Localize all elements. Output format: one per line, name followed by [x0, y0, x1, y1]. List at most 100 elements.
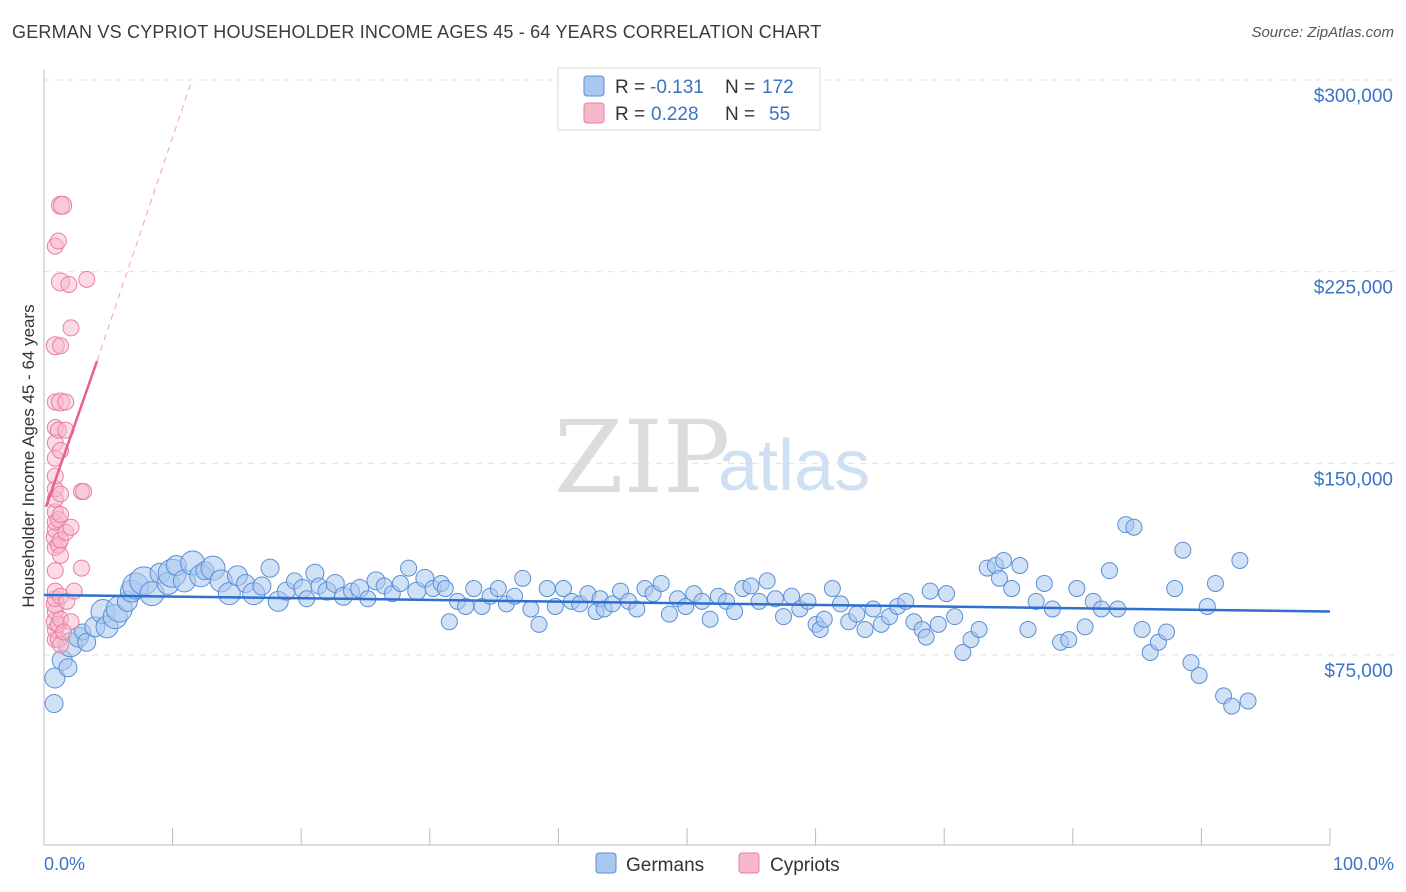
legend-german-n-value: 172 [762, 77, 794, 98]
german-point [1035, 574, 1053, 592]
legend-german-swatch [583, 75, 605, 97]
x-tick-label-right: 100.0% [1333, 854, 1394, 874]
german-point [1158, 623, 1176, 641]
german-point [864, 600, 882, 618]
cypriot-points [45, 195, 96, 654]
german-point [701, 610, 719, 628]
german-point [856, 620, 874, 638]
german-point [1027, 592, 1045, 610]
cypriot-point [62, 319, 80, 337]
german-point [58, 658, 78, 678]
legend-box: R = -0.131 N = 172 R = 0.228 N = 55 [557, 67, 821, 131]
german-point [1101, 562, 1118, 580]
legend-cypriot-n-value: 55 [769, 104, 790, 125]
german-point [1076, 618, 1094, 636]
cypriot-trend-line [44, 360, 99, 508]
german-point [1125, 518, 1143, 536]
german-point [554, 580, 572, 598]
german-point [946, 608, 964, 626]
y-axis-tick-labels: $75,000 $150,000 $225,000 $300,000 [1314, 86, 1393, 682]
german-point [440, 613, 458, 631]
german-point [1206, 574, 1224, 592]
chart-title: GERMAN VS CYPRIOT HOUSEHOLDER INCOME AGE… [12, 22, 822, 42]
german-point [514, 569, 532, 587]
german-point [995, 551, 1013, 569]
german-point [726, 603, 744, 621]
german-point [391, 574, 409, 592]
german-point [252, 576, 272, 596]
x-axis-ticks [43, 828, 1331, 845]
legend-cypriot-swatch [583, 102, 605, 124]
german-point [1133, 620, 1151, 638]
german-point [1231, 551, 1249, 569]
german-point [742, 577, 760, 595]
german-point [1060, 631, 1078, 649]
gridlines [44, 79, 1394, 656]
watermark: ZIP atlas [554, 399, 870, 516]
y-tick-label: $75,000 [1324, 661, 1393, 682]
german-point [260, 558, 280, 578]
german-point [1068, 580, 1086, 598]
y-axis-label: Householder Income Ages 45 - 64 years [19, 304, 38, 607]
german-point [766, 590, 784, 608]
cypriot-point [53, 195, 73, 215]
german-point [1011, 557, 1029, 575]
cypriot-point [46, 562, 64, 580]
source-label: Source: ZipAtlas.com [1251, 24, 1394, 41]
cypriot-point [65, 582, 83, 600]
german-point [400, 559, 418, 577]
cypriot-point [49, 232, 67, 250]
german-point [1239, 692, 1257, 710]
german-point [1182, 654, 1200, 672]
german-point [938, 585, 955, 603]
watermark-zip: ZIP [554, 399, 730, 516]
cypriot-point [78, 270, 96, 288]
german-point [44, 667, 66, 689]
cypriot-point [60, 275, 78, 293]
bottom-legend-cypriot-swatch [738, 852, 760, 874]
y-tick-label: $225,000 [1314, 278, 1393, 299]
german-point [530, 615, 548, 633]
bottom-legend-cypriot-label: Cypriots [770, 855, 840, 876]
german-point [929, 615, 947, 633]
legend-german-n-label: N = [725, 77, 755, 98]
cypriot-point [52, 546, 69, 564]
legend-cypriot-r-value: 0.228 [651, 104, 699, 125]
german-point [44, 694, 64, 714]
cypriot-point [73, 559, 90, 577]
german-point [1003, 580, 1021, 598]
cypriot-point [52, 505, 69, 523]
german-point [823, 580, 841, 598]
german-point [465, 580, 483, 598]
german-point [217, 582, 241, 606]
german-point [917, 628, 935, 646]
german-point [775, 608, 792, 626]
y-tick-label: $300,000 [1314, 86, 1393, 107]
german-trend-line [43, 593, 1331, 613]
german-point [970, 620, 988, 638]
german-point [1166, 580, 1184, 598]
german-point [1198, 597, 1216, 615]
cypriot-point [55, 623, 73, 641]
legend-german-r-label: R = [615, 77, 645, 98]
german-point [832, 595, 850, 613]
german-point [1019, 620, 1037, 638]
german-point [489, 580, 507, 598]
german-point [1190, 666, 1208, 684]
cypriot-trend-extension [96, 79, 193, 362]
german-point [848, 605, 866, 623]
german-point [990, 569, 1008, 587]
legend-german-r-value: -0.131 [650, 77, 704, 98]
german-point [628, 600, 646, 618]
german-point [815, 610, 833, 628]
cypriot-point [52, 485, 69, 503]
german-point [538, 580, 556, 598]
cypriot-point [57, 393, 75, 411]
cypriot-point [52, 337, 69, 355]
german-point [660, 605, 678, 623]
bottom-legend-german-label: Germans [626, 855, 704, 876]
german-point [1174, 541, 1192, 559]
german-point [750, 592, 768, 610]
german-point [1223, 697, 1241, 715]
